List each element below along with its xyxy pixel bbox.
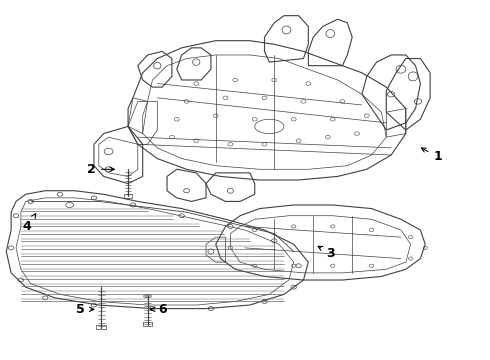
Text: 5: 5 <box>76 303 94 316</box>
Text: 2: 2 <box>87 163 114 176</box>
Text: 4: 4 <box>23 213 36 233</box>
Text: 6: 6 <box>150 303 167 316</box>
Text: 3: 3 <box>318 246 335 260</box>
Text: 1: 1 <box>421 148 442 163</box>
